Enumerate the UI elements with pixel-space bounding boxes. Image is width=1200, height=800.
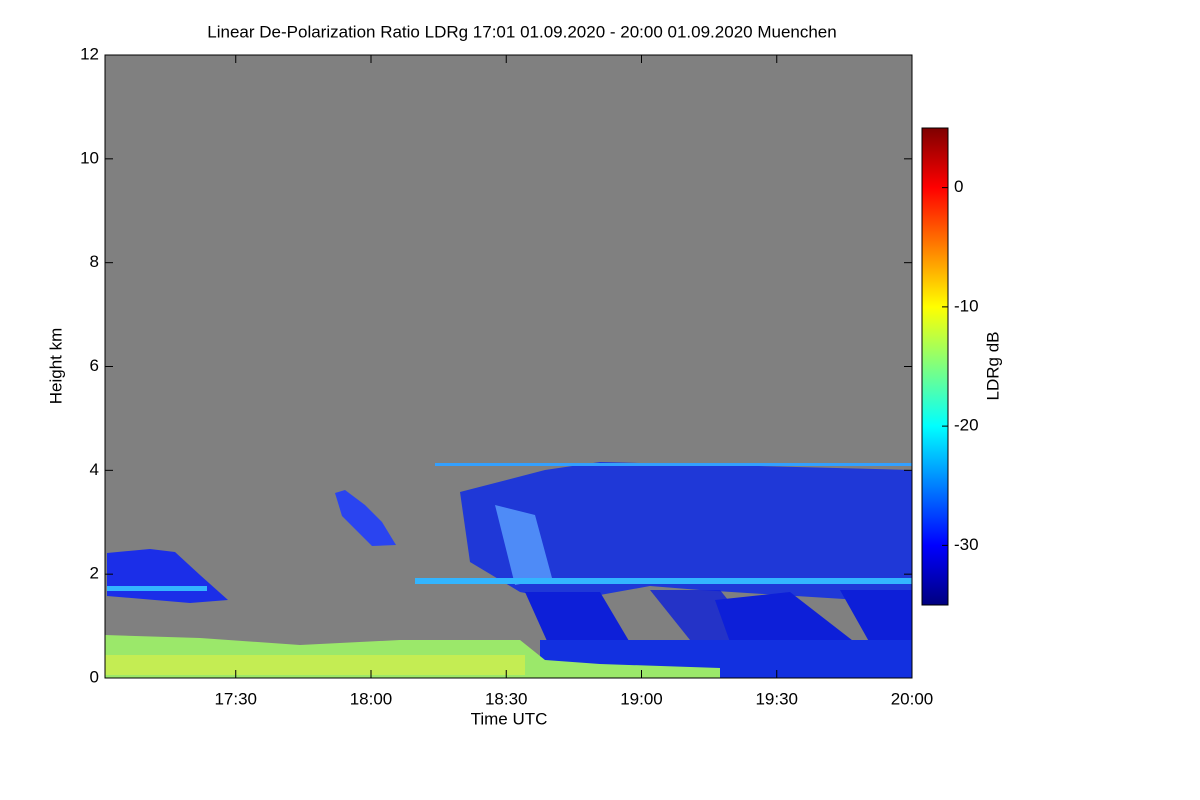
- cloud-layer: [435, 463, 912, 466]
- x-tick-label: 19:30: [755, 689, 798, 708]
- colorbar-tick-label: -10: [954, 296, 979, 315]
- cloud-layer: [415, 578, 912, 584]
- y-tick-label: 6: [90, 356, 99, 375]
- y-tick-label: 0: [90, 667, 99, 686]
- ldr-field: [105, 462, 912, 678]
- x-axis-label: Time UTC: [471, 709, 548, 728]
- low-layer: [105, 655, 525, 675]
- x-tick-label: 18:30: [485, 689, 528, 708]
- colorbar-tick-label: 0: [954, 177, 963, 196]
- colorbar-label: LDRg dB: [983, 332, 1002, 401]
- cloud-layer: [107, 586, 207, 591]
- y-tick-label: 10: [80, 148, 99, 167]
- y-axis-label: Height km: [46, 328, 65, 405]
- x-tick-label: 19:00: [620, 689, 663, 708]
- cloud-layer: [495, 505, 552, 585]
- x-tick-label: 17:30: [214, 689, 257, 708]
- colorbar-tick-label: -20: [954, 416, 979, 435]
- y-tick-label: 8: [90, 252, 99, 271]
- y-tick-label: 2: [90, 564, 99, 583]
- colorbar-tick-label: -30: [954, 535, 979, 554]
- chart-title: Linear De-Polarization Ratio LDRg 17:01 …: [207, 22, 836, 41]
- x-tick-label: 20:00: [891, 689, 934, 708]
- y-tick-label: 12: [80, 44, 99, 63]
- cloud-layer: [460, 462, 912, 600]
- x-tick-label: 18:00: [350, 689, 393, 708]
- cloud-layer: [335, 490, 396, 546]
- y-tick-label: 4: [90, 460, 99, 479]
- colorbar: [921, 127, 949, 606]
